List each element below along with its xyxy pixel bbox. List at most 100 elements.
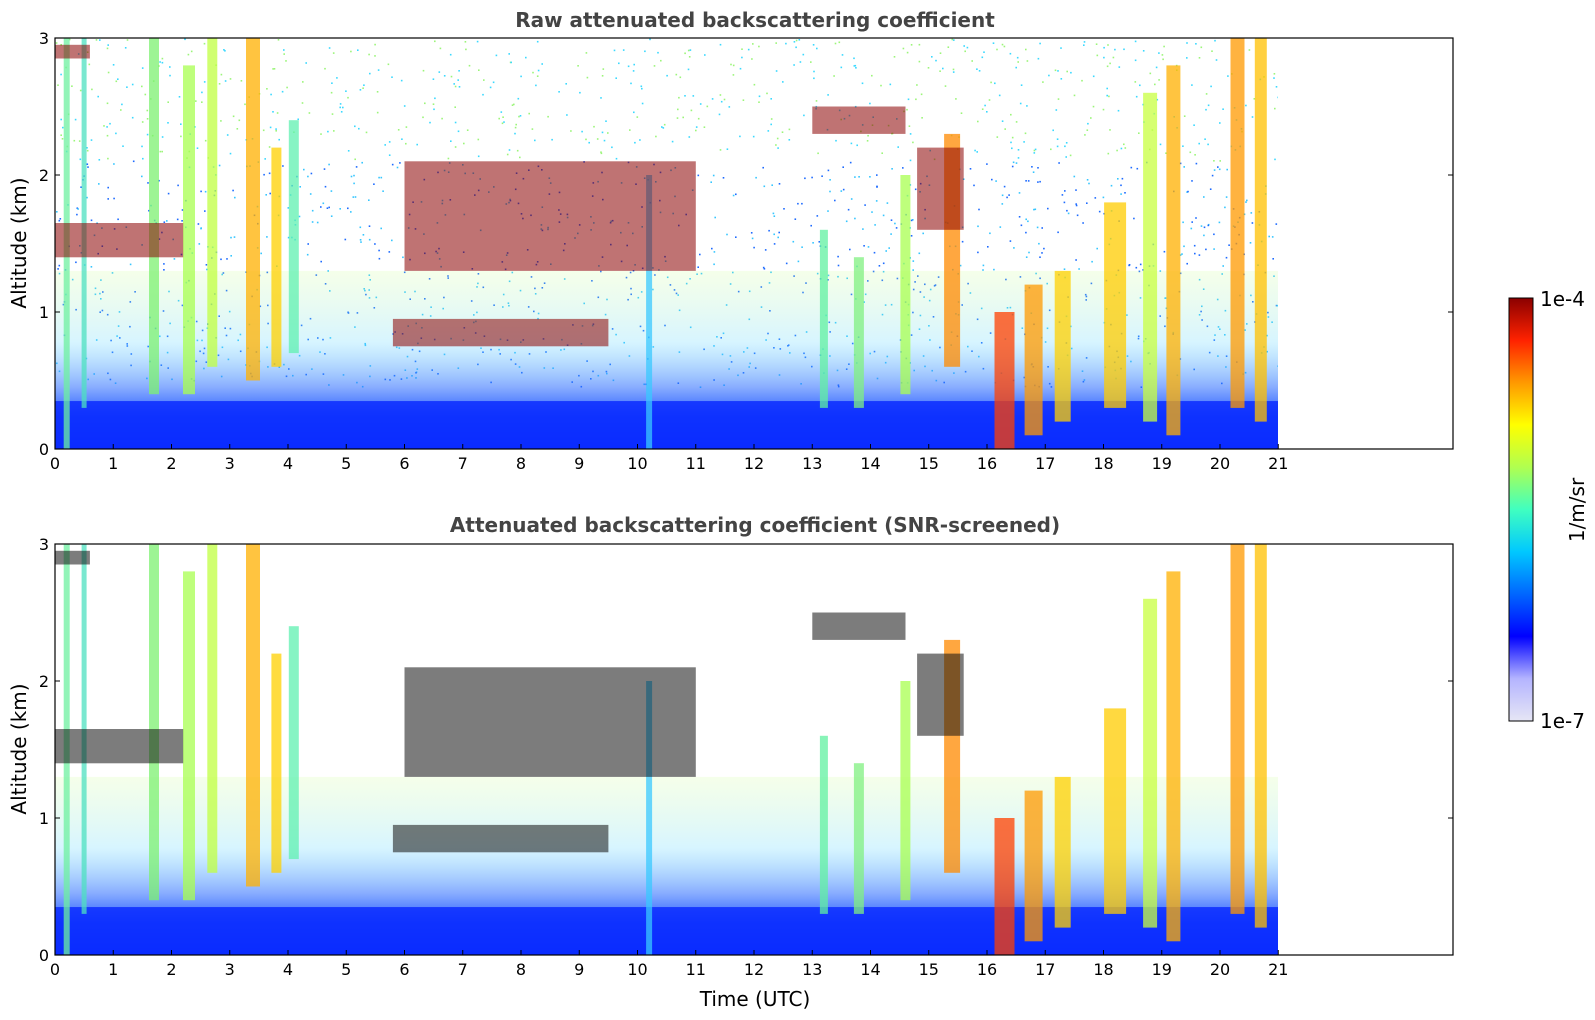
noise-pixel (602, 68, 605, 70)
noise-pixel (355, 166, 358, 168)
noise-pixel (912, 269, 914, 271)
plume-streak (183, 65, 195, 395)
noise-pixel (999, 226, 1002, 228)
noise-pixel (893, 56, 896, 58)
noise-pixel (223, 49, 225, 51)
noise-pixel (1273, 73, 1276, 75)
noise-pixel (1050, 148, 1052, 151)
noise-pixel (1082, 222, 1084, 224)
noise-pixel (1084, 134, 1086, 136)
noise-pixel (1219, 122, 1221, 124)
noise-pixel (888, 247, 890, 249)
noise-pixel (1204, 138, 1206, 140)
noise-pixel (1207, 224, 1210, 227)
noise-pixel (520, 75, 522, 78)
noise-pixel (600, 152, 603, 155)
noise-pixel (706, 105, 709, 108)
noise-pixel (1198, 142, 1200, 145)
noise-pixel (988, 99, 991, 101)
noise-pixel (1163, 250, 1166, 253)
noise-pixel (146, 133, 149, 136)
x-tick-label: 12 (744, 454, 764, 473)
noise-pixel (1213, 248, 1215, 250)
noise-pixel (915, 98, 917, 101)
noise-pixel (684, 52, 686, 55)
noise-pixel (177, 184, 179, 187)
noise-pixel (837, 255, 839, 258)
noise-pixel (661, 126, 663, 128)
noise-pixel (719, 94, 722, 96)
noise-pixel (1042, 81, 1044, 83)
noise-pixel (1209, 188, 1212, 190)
noise-pixel (142, 157, 144, 160)
noise-pixel (987, 246, 989, 248)
cloud-layer (55, 550, 90, 565)
noise-pixel (1055, 109, 1058, 111)
noise-pixel (362, 87, 364, 89)
noise-pixel (103, 125, 105, 127)
noise-pixel (739, 135, 741, 138)
noise-pixel (842, 188, 845, 191)
noise-pixel (1065, 156, 1067, 158)
noise-pixel (327, 130, 329, 133)
noise-pixel (837, 264, 840, 267)
noise-pixel (882, 214, 885, 217)
noise-pixel (864, 204, 866, 206)
noise-pixel (1061, 194, 1064, 196)
noise-pixel (752, 43, 754, 45)
noise-pixel (775, 70, 778, 72)
noise-pixel (632, 70, 635, 72)
noise-pixel (1225, 196, 1228, 198)
noise-pixel (1037, 57, 1040, 60)
noise-pixel (712, 174, 715, 177)
noise-pixel (78, 140, 81, 142)
noise-pixel (167, 192, 170, 195)
noise-pixel (697, 117, 700, 120)
surface-layer (55, 401, 1278, 449)
x-tick-label: 16 (977, 960, 997, 979)
colorbar-max-label: 1e-4 (1540, 287, 1585, 311)
noise-pixel (1251, 116, 1254, 118)
noise-pixel (663, 123, 666, 126)
noise-pixel (438, 71, 441, 73)
noise-pixel (636, 116, 639, 118)
noise-pixel (200, 190, 202, 193)
noise-pixel (301, 102, 304, 104)
noise-pixel (378, 176, 380, 179)
noise-pixel (951, 38, 954, 41)
noise-pixel (141, 145, 143, 148)
noise-pixel (1190, 227, 1193, 230)
noise-pixel (1228, 244, 1230, 246)
noise-pixel (181, 209, 184, 211)
noise-pixel (996, 136, 999, 138)
noise-pixel (1163, 45, 1165, 48)
noise-pixel (159, 150, 162, 153)
x-tick-label: 17 (1035, 454, 1055, 473)
noise-pixel (829, 179, 831, 181)
plume-streak (271, 653, 282, 873)
noise-pixel (1015, 121, 1018, 123)
noise-pixel (457, 130, 460, 133)
noise-pixel (359, 226, 362, 229)
noise-pixel (1026, 105, 1028, 107)
noise-pixel (1001, 194, 1004, 197)
noise-pixel (962, 178, 965, 180)
noise-pixel (161, 136, 164, 138)
noise-pixel (1213, 233, 1215, 236)
noise-pixel (229, 78, 232, 80)
x-tick-label: 6 (399, 454, 409, 473)
noise-pixel (916, 84, 918, 86)
noise-pixel (1245, 104, 1247, 107)
noise-pixel (1134, 59, 1137, 62)
noise-pixel (886, 202, 889, 204)
noise-pixel (778, 183, 781, 185)
noise-pixel (1075, 203, 1077, 205)
plume-streak (81, 544, 87, 914)
noise-pixel (644, 50, 646, 53)
noise-pixel (339, 208, 341, 210)
noise-pixel (795, 39, 798, 42)
noise-pixel (115, 80, 118, 83)
x-tick-label: 12 (744, 960, 764, 979)
noise-pixel (129, 263, 132, 266)
plume-streak (646, 681, 653, 955)
